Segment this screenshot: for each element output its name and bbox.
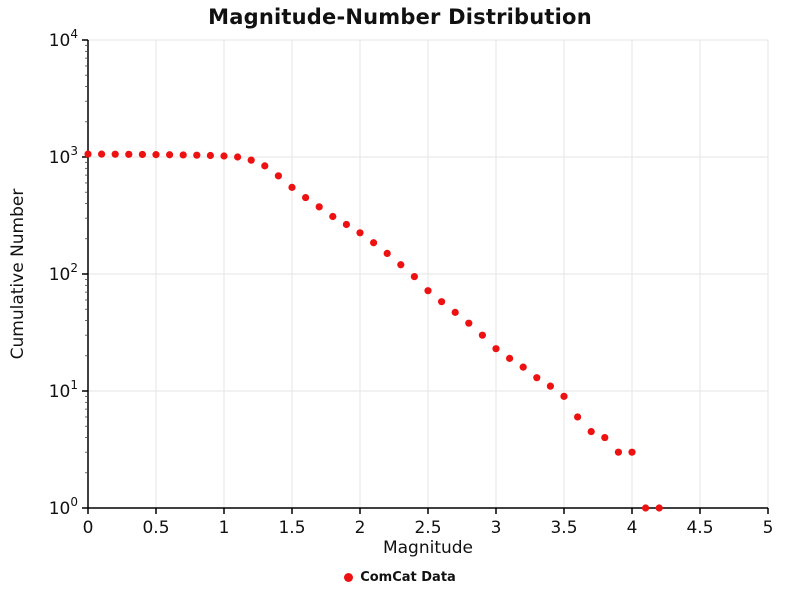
- chart-title: Magnitude-Number Distribution: [208, 5, 592, 29]
- data-point: [329, 212, 337, 221]
- y-axis-title: Cumulative Number: [8, 188, 28, 360]
- data-point: [138, 150, 146, 159]
- data-point: [383, 249, 391, 257]
- data-point: [261, 162, 269, 170]
- x-tick-label: 1.5: [278, 518, 305, 538]
- x-tick-label: 4: [627, 518, 638, 538]
- data-point: [655, 504, 663, 512]
- x-axis-title: Magnitude: [382, 538, 474, 558]
- data-point: [533, 374, 541, 382]
- data-point: [465, 319, 473, 327]
- data-point: [370, 239, 378, 247]
- data-point: [98, 150, 106, 158]
- data-point: [438, 298, 446, 306]
- data-point: [614, 448, 623, 456]
- data-point: [519, 363, 527, 371]
- data-point: [302, 193, 310, 202]
- data-point: [560, 392, 568, 400]
- y-tick-label: 102: [49, 261, 78, 285]
- data-point: [642, 504, 650, 512]
- data-point: [274, 172, 282, 180]
- data-point: [152, 151, 160, 159]
- x-tick-label: 0: [83, 518, 94, 538]
- x-tick-label: 0.5: [142, 518, 169, 538]
- data-point: [397, 261, 405, 269]
- x-tick-label: 3: [491, 518, 502, 538]
- data-point: [111, 150, 119, 158]
- data-point: [424, 287, 432, 295]
- y-tick-label: 104: [49, 27, 78, 51]
- data-point: [356, 229, 364, 237]
- data-point: [315, 203, 323, 211]
- x-tick-label: 1: [219, 518, 230, 538]
- x-tick-label: 3.5: [550, 518, 577, 538]
- data-point: [193, 151, 201, 159]
- data-point: [220, 152, 228, 160]
- data-point: [601, 433, 609, 442]
- data-point: [247, 156, 255, 164]
- data-point: [478, 331, 486, 339]
- data-point: [506, 354, 514, 362]
- data-point: [166, 151, 174, 159]
- data-point: [492, 345, 500, 353]
- data-point: [179, 151, 187, 159]
- y-tick-label: 103: [49, 144, 78, 168]
- data-point: [125, 150, 133, 158]
- x-tick-label: 2: [355, 518, 366, 538]
- data-point: [574, 413, 582, 421]
- data-point: [206, 151, 214, 160]
- y-tick-label: 100: [49, 495, 78, 519]
- data-point: [546, 382, 555, 390]
- data-point: [410, 273, 418, 281]
- data-point: [288, 183, 296, 191]
- data-point: [342, 220, 350, 229]
- data-point: [587, 427, 595, 436]
- x-tick-label: 2.5: [414, 518, 441, 538]
- data-point: [628, 448, 636, 456]
- legend: ComCat Data: [0, 570, 800, 585]
- data-point: [84, 150, 92, 158]
- legend-label: ComCat Data: [360, 570, 456, 585]
- legend-marker-icon: [344, 573, 354, 582]
- x-tick-label: 4.5: [686, 518, 713, 538]
- x-tick-label: 5: [763, 518, 774, 538]
- data-point: [451, 308, 459, 316]
- data-point: [234, 153, 242, 161]
- y-tick-label: 101: [49, 378, 78, 402]
